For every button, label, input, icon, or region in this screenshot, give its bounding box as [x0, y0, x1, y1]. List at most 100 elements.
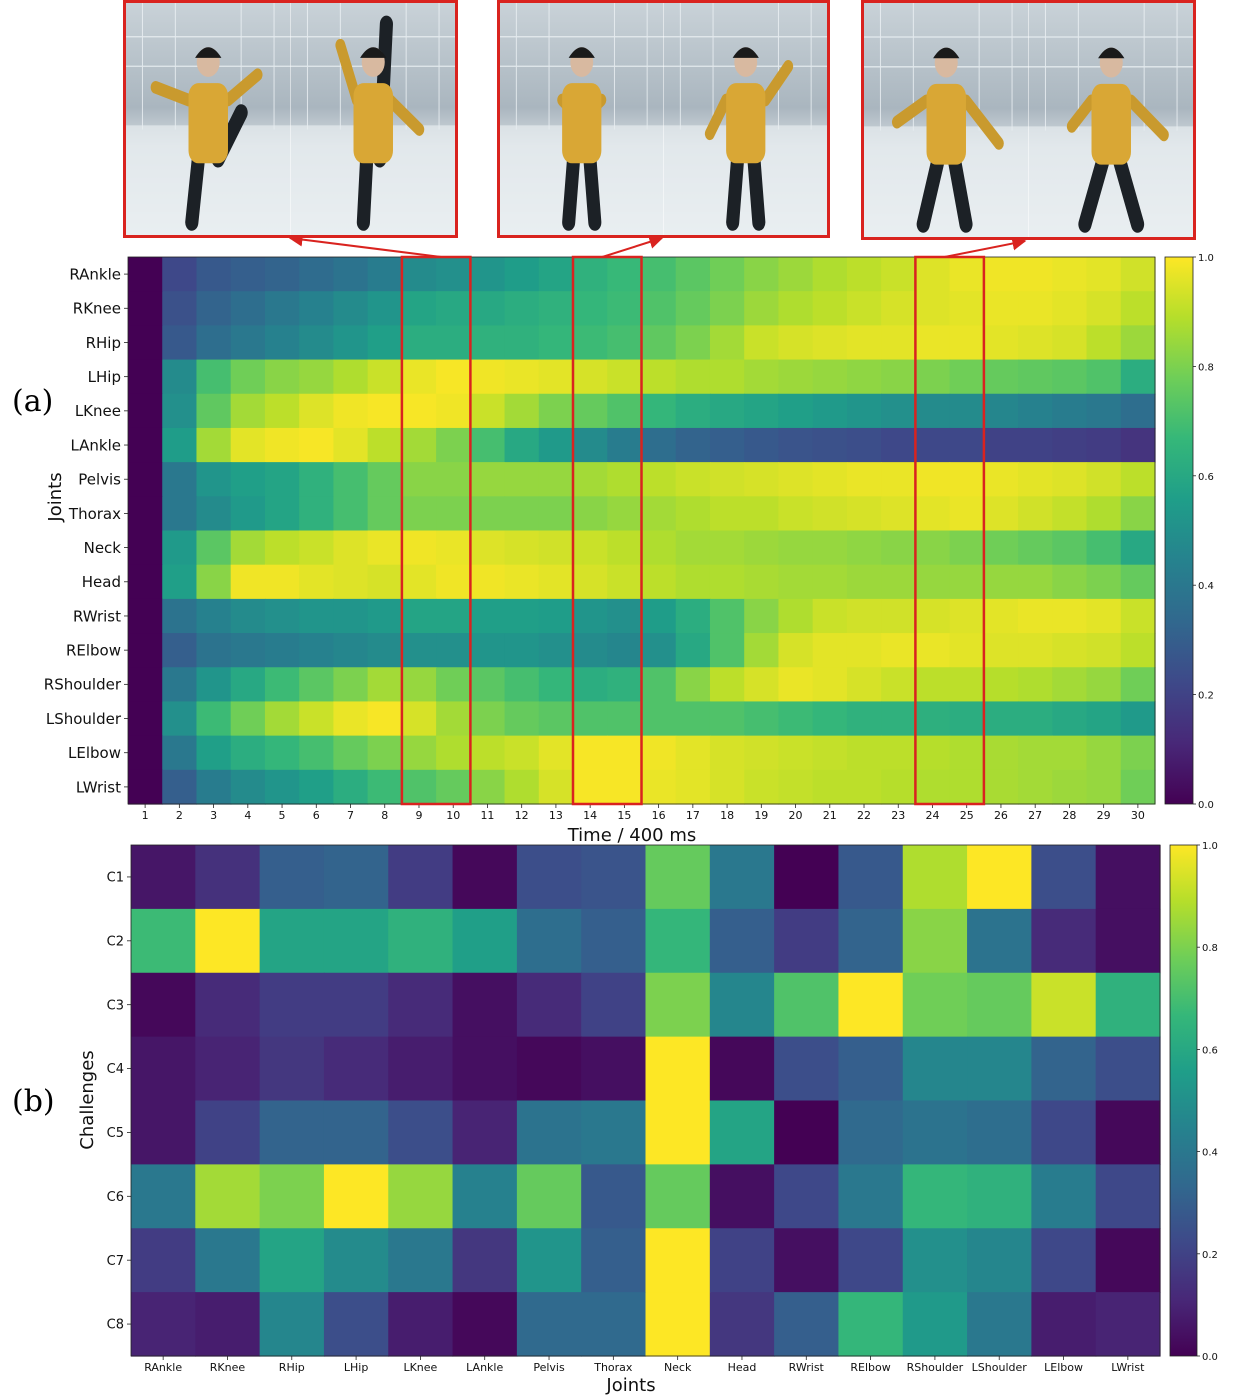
- heat-cell: [504, 427, 540, 463]
- heat-cell: [1018, 257, 1053, 292]
- heat-cell: [641, 598, 677, 634]
- heat-cell: [230, 735, 266, 771]
- heat-cell: [949, 769, 985, 805]
- heat-cell: [983, 667, 1019, 703]
- heat-cell: [581, 1228, 647, 1293]
- heat-cell: [573, 462, 608, 497]
- heat-cell: [470, 633, 506, 668]
- heat-cell: [607, 667, 643, 703]
- x-tick-label: 6: [313, 809, 320, 822]
- y-tick-label: C4: [107, 1062, 124, 1077]
- heat-cell: [581, 1292, 647, 1357]
- heat-cell: [983, 735, 1019, 771]
- heat-cell: [367, 496, 403, 532]
- heat-cell: [1086, 291, 1122, 326]
- heat-cell: [452, 972, 518, 1038]
- heat-cell: [607, 325, 643, 361]
- heat-cell: [196, 701, 232, 737]
- heat-cell: [299, 462, 334, 497]
- heat-cell: [573, 598, 608, 634]
- heat-cell: [1018, 564, 1053, 600]
- heat-cell: [983, 633, 1019, 668]
- heat-cell: [538, 496, 574, 532]
- heat-cell: [949, 667, 985, 703]
- heat-cell: [573, 530, 608, 566]
- heat-cell: [645, 1036, 711, 1102]
- heat-cell: [902, 1036, 968, 1102]
- heat-cell: [1018, 701, 1053, 737]
- heat-cell: [675, 325, 711, 361]
- colorbar-tick-label: 1.0: [1202, 841, 1218, 852]
- heat-cell: [709, 598, 745, 634]
- heat-cell: [1018, 359, 1053, 395]
- heat-cell: [195, 1292, 261, 1357]
- heat-cell: [401, 667, 437, 703]
- heat-cell: [452, 1292, 518, 1357]
- heat-cell: [1052, 462, 1088, 497]
- heat-cell: [436, 257, 471, 292]
- heat-cell: [162, 257, 198, 292]
- heat-cell: [846, 462, 882, 497]
- heat-cell: [452, 1164, 518, 1229]
- heat-cell: [388, 1292, 454, 1357]
- heat-cell: [744, 564, 780, 600]
- colorbar-tick-label: 0.4: [1198, 581, 1214, 592]
- heat-cell: [367, 359, 403, 395]
- heat-cell: [162, 359, 198, 395]
- heat-cell: [1052, 291, 1088, 326]
- heat-cell: [367, 462, 403, 497]
- heat-cell: [573, 427, 608, 463]
- heat-cell: [367, 564, 403, 600]
- heat-cell: [709, 667, 745, 703]
- heat-cell: [838, 845, 904, 910]
- heat-cell: [607, 633, 643, 668]
- heat-cell: [983, 496, 1019, 532]
- heat-cell: [915, 393, 951, 429]
- heat-cell: [838, 972, 904, 1038]
- heat-cell: [573, 359, 608, 395]
- heat-cell: [470, 427, 506, 463]
- heat-cell: [915, 325, 951, 361]
- heat-cell: [1086, 462, 1122, 497]
- heat-cell: [846, 564, 882, 600]
- heat-cell: [504, 667, 540, 703]
- heat-cell: [881, 530, 916, 566]
- heat-cell: [581, 1164, 647, 1229]
- heat-cell: [1095, 972, 1161, 1038]
- heat-cell: [516, 1100, 582, 1165]
- heat-cell: [128, 462, 163, 497]
- heat-cell: [641, 564, 677, 600]
- heat-cell: [131, 1228, 196, 1293]
- heat-cell: [538, 633, 574, 668]
- y-tick-label: C3: [107, 998, 124, 1013]
- heat-cell: [967, 908, 1032, 974]
- heat-cell: [709, 845, 775, 910]
- heat-cell: [323, 1036, 389, 1102]
- heat-cell: [299, 667, 334, 703]
- heat-cell: [1120, 427, 1156, 463]
- heat-cell: [367, 769, 403, 805]
- heat-cell: [846, 598, 882, 634]
- heat-cell: [709, 496, 745, 532]
- heat-cell: [709, 393, 745, 429]
- heat-cell: [983, 359, 1019, 395]
- heat-cell: [641, 393, 677, 429]
- heat-cell: [162, 769, 198, 805]
- heat-cell: [1052, 564, 1088, 600]
- heat-cell: [436, 667, 471, 703]
- heat-cell: [1052, 359, 1088, 395]
- heat-cell: [230, 769, 266, 805]
- heat-cell: [367, 427, 403, 463]
- heat-cell: [1095, 1164, 1161, 1229]
- heat-cell: [709, 735, 745, 771]
- heat-cell: [128, 496, 163, 532]
- heat-cell: [1120, 633, 1156, 668]
- heat-cell: [196, 564, 232, 600]
- heat-cell: [264, 735, 300, 771]
- heat-cell: [299, 427, 334, 463]
- heat-cell: [367, 393, 403, 429]
- heat-cell: [846, 735, 882, 771]
- heat-cell: [128, 530, 163, 566]
- heat-cell: [949, 257, 985, 292]
- heat-cell: [778, 325, 814, 361]
